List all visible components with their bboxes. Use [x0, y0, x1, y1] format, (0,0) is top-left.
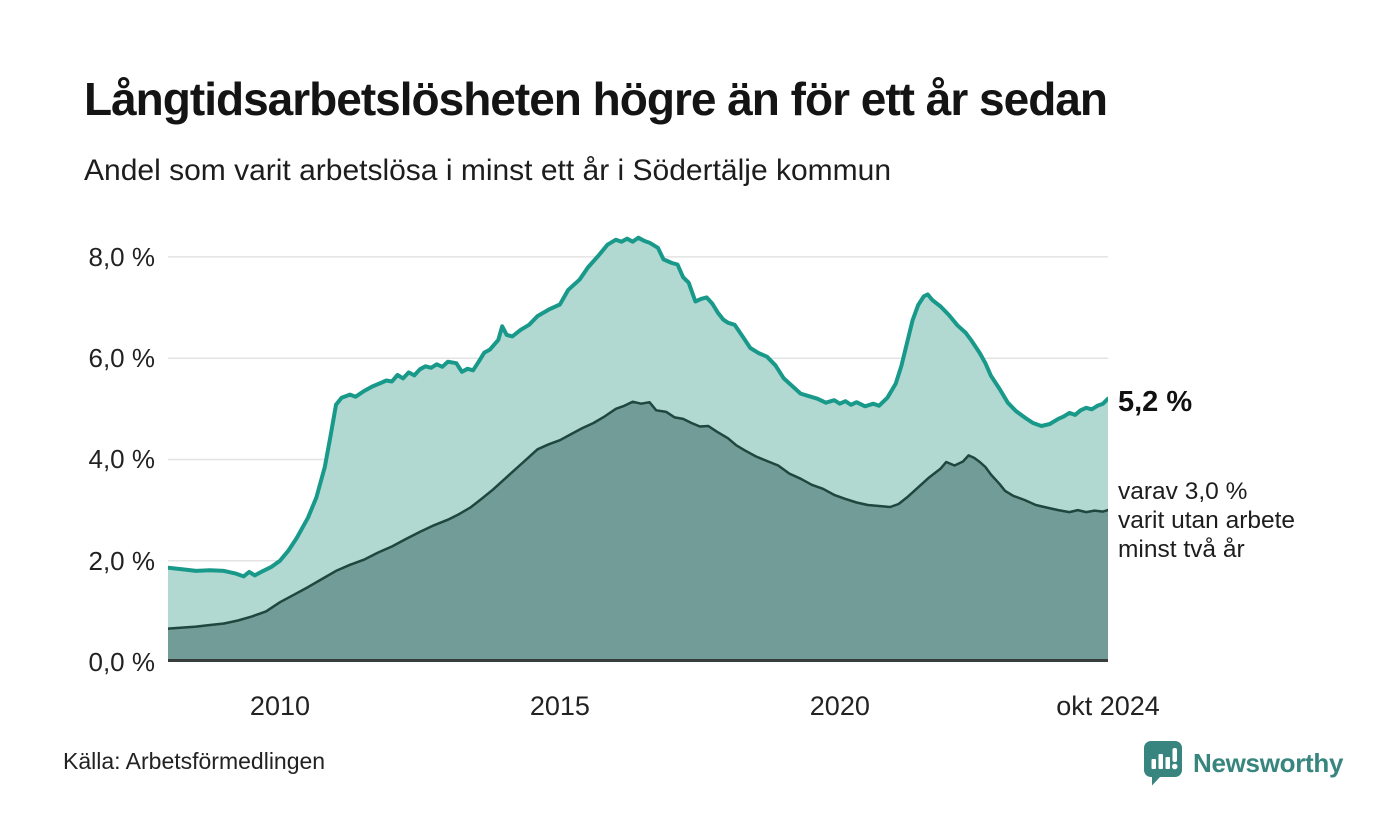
x-axis-tick-label: 2010: [249, 691, 310, 721]
y-axis-tick-label: 0,0 %: [88, 647, 156, 677]
x-axis-tick-label: 2015: [529, 691, 590, 721]
subset-label-line: minst två år: [1118, 536, 1245, 563]
newsworthy-logo-text: Newsworthy: [1193, 747, 1344, 778]
unemployment-area-chart: [168, 235, 1108, 662]
y-axis-tick-label: 4,0 %: [88, 444, 156, 475]
x-axis-tick-label: okt 2024: [1056, 691, 1160, 721]
newsworthy-branding: Newsworthy: [1143, 738, 1343, 788]
newsworthy-logo-icon: [1144, 741, 1182, 786]
y-axis-tick-label: 8,0 %: [88, 241, 156, 272]
subset-label-line: varit utan arbete: [1118, 507, 1296, 534]
area-fill-minst-tva-ar: [168, 401, 1108, 662]
x-axis-tick-label: 2020: [809, 691, 870, 721]
source-attribution: Källa: Arbetsförmedlingen: [63, 748, 326, 774]
y-axis-tick-label: 2,0 %: [88, 545, 156, 576]
y-axis-tick-label: 6,0 %: [88, 343, 156, 374]
page-title: Långtidsarbetslösheten högre än för ett …: [84, 73, 1108, 125]
page-subtitle: Andel som varit arbetslösa i minst ett å…: [84, 154, 891, 187]
end-value-label-total: 5,2 %: [1118, 386, 1193, 418]
area-line-minst-ett-ar: [168, 235, 1108, 579]
end-value-label-subset: varav 3,0 % varit utan arbete minst två …: [1118, 477, 1295, 564]
area-line-minst-tva-ar: [168, 400, 1108, 630]
subset-label-line: varav 3,0 %: [1118, 478, 1248, 505]
